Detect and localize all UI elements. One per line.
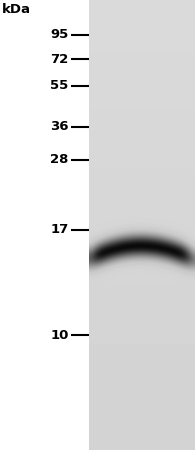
Text: 72: 72 bbox=[51, 53, 69, 66]
Text: 95: 95 bbox=[51, 28, 69, 41]
Bar bbox=[89, 0, 195, 450]
Text: 36: 36 bbox=[50, 121, 69, 133]
Text: 55: 55 bbox=[51, 79, 69, 92]
Text: 10: 10 bbox=[50, 329, 69, 342]
Text: 28: 28 bbox=[50, 153, 69, 166]
Text: kDa: kDa bbox=[2, 3, 31, 16]
Text: 17: 17 bbox=[51, 223, 69, 236]
